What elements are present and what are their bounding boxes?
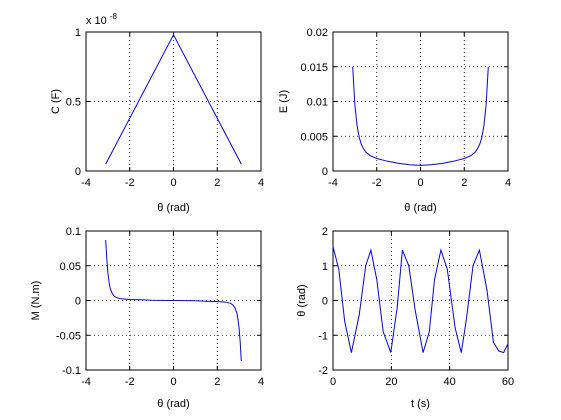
y-tick-label: 0.05: [60, 261, 81, 273]
x-axis-label: θ (rad): [157, 202, 189, 214]
x-tick-label: -2: [372, 177, 382, 189]
x-tick-label: 0: [170, 376, 176, 388]
x-tick-label: 0: [330, 376, 336, 388]
x-tick-label: -4: [81, 177, 91, 189]
x-tick-label: 2: [461, 177, 467, 189]
y-tick-label: -2: [318, 365, 328, 377]
series-line: [332, 246, 509, 354]
y-tick-label: 2: [322, 226, 328, 238]
subplot-capacitance: -4 -2 0 2 4 0 0.5 1 θ (rad) C (F) x 10 -8: [50, 12, 264, 214]
series-line: [105, 239, 242, 362]
x-tick-label: 2: [214, 376, 220, 388]
x-tick-label: 2: [214, 177, 220, 189]
exponent-power: -8: [110, 12, 118, 21]
x-tick-label: 4: [258, 177, 264, 189]
x-tick-label: 0: [170, 177, 176, 189]
x-tick-label: 20: [385, 376, 397, 388]
exponent-label: x 10 -8: [86, 12, 118, 27]
y-tick-label: 0.005: [300, 131, 328, 143]
y-axis-label: C (F): [50, 89, 62, 114]
x-tick-label: -4: [328, 177, 338, 189]
y-tick-label: 0: [322, 166, 328, 178]
x-tick-label: 60: [502, 376, 514, 388]
y-axis-label: M (N.m): [30, 281, 42, 321]
y-tick-label: 0.5: [66, 97, 81, 109]
subplot-moment: -4 -2 0 2 4 -0.1 -0.05 0 0.05 0.1 θ (rad) M (N.m): [30, 226, 264, 410]
y-tick-label: -0.1: [62, 365, 81, 377]
axes-frame: [85, 31, 262, 172]
x-axis-label: θ (rad): [157, 398, 189, 410]
series-line: [105, 33, 242, 165]
y-tick-label: 0.02: [307, 27, 328, 39]
x-tick-label: 0: [417, 177, 423, 189]
y-axis-label: θ (rad): [296, 284, 308, 316]
y-tick-label: 1: [322, 261, 328, 273]
x-tick-label: -4: [81, 376, 91, 388]
y-tick-label: 0: [75, 296, 81, 308]
subplot-angle-time: 0 20 40 60 -2 -1 0 1 2 t (s) θ (rad): [296, 226, 514, 410]
exponent-base: x 10: [86, 15, 107, 27]
subplot-energy: -4 -2 0 2 4 0 0.005 0.01 0.015 0.02 θ (rad) E (J): [278, 27, 511, 214]
x-tick-label: 4: [258, 376, 264, 388]
y-tick-label: -1: [318, 330, 328, 342]
x-tick-label: 4: [505, 177, 511, 189]
y-tick-label: 0: [75, 166, 81, 178]
y-tick-label: -0.05: [56, 330, 81, 342]
y-tick-label: 0: [322, 296, 328, 308]
y-tick-label: 0.1: [66, 226, 81, 238]
y-tick-label: 0.015: [300, 62, 328, 74]
y-tick-label: 0.01: [307, 97, 328, 109]
series-line: [352, 66, 489, 166]
axes-frame: [332, 230, 509, 371]
y-tick-label: 1: [75, 27, 81, 39]
x-tick-label: -2: [125, 177, 135, 189]
x-tick-label: 40: [444, 376, 456, 388]
x-axis-label: θ (rad): [404, 202, 436, 214]
y-axis-label: E (J): [278, 90, 290, 113]
x-tick-label: -2: [125, 376, 135, 388]
x-axis-label: t (s): [411, 398, 430, 410]
